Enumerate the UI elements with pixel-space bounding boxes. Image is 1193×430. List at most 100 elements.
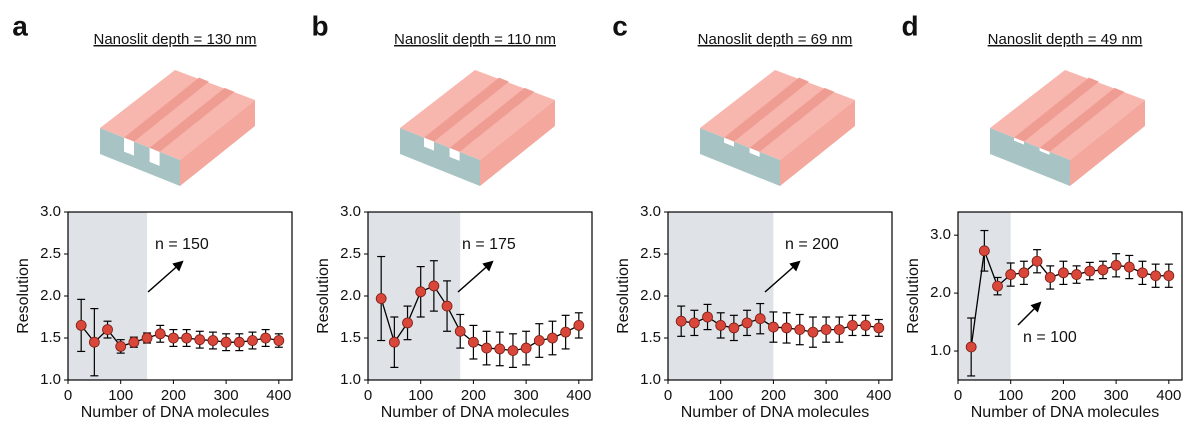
panel-letter: a: [12, 10, 28, 41]
annotation-arrow: [1017, 301, 1042, 326]
panel-title: Nanoslit depth = 110 nm: [394, 31, 556, 48]
y-tick-label: 2.0: [930, 284, 951, 301]
data-point: [1137, 267, 1148, 279]
slab-front: [400, 128, 480, 186]
y-tick-label: 3.0: [40, 203, 61, 220]
data-point: [233, 336, 245, 348]
x-tick-label: 100: [998, 387, 1023, 404]
y-axis-label: Resolution: [905, 258, 922, 334]
series-line: [681, 316, 879, 333]
data-point: [1123, 261, 1135, 273]
panel-letter: c: [612, 10, 628, 41]
y-axis-label: Resolution: [15, 258, 32, 334]
y-tick-label: 3.0: [640, 203, 661, 220]
panel: c Nanoslit depth = 69 nm 1.0 1.5 2.0 2.5 3.0 0 1…: [612, 10, 893, 421]
data-point: [560, 326, 572, 338]
data-point: [260, 332, 272, 344]
data-point: [141, 332, 153, 344]
panel-title: Nanoslit depth = 69 nm: [698, 31, 853, 48]
data-point: [715, 319, 727, 331]
x-tick-label: 200: [461, 387, 486, 404]
annotation-arrow: [457, 260, 494, 293]
shaded-region: [68, 212, 148, 380]
groove: [724, 77, 809, 142]
data-point: [154, 328, 166, 340]
x-tick-label: 100: [108, 387, 133, 404]
data-point: [507, 345, 519, 357]
data-point: [965, 341, 977, 353]
y-tick-label: 1.0: [930, 342, 951, 359]
x-tick-label: 0: [664, 387, 672, 404]
y-tick-label: 3.0: [930, 226, 951, 243]
data-point: [115, 340, 127, 352]
x-tick-label: 400: [566, 387, 591, 404]
data-point: [533, 335, 545, 346]
x-tick-label: 400: [266, 387, 291, 404]
data-point: [1110, 259, 1122, 271]
groove: [449, 87, 535, 152]
groove-cut: [1039, 147, 1050, 155]
data-point: [1005, 269, 1017, 280]
groove-cut: [749, 147, 760, 157]
data-point: [1071, 269, 1082, 280]
data-point: [675, 315, 687, 327]
series-line: [380, 285, 580, 352]
panel-letter: b: [311, 10, 328, 41]
data-point: [741, 317, 753, 329]
data-point: [860, 319, 872, 331]
x-tick-label: 200: [1051, 387, 1076, 404]
data-point: [441, 300, 453, 312]
slab-front: [990, 128, 1070, 186]
y-tick-label: 2.0: [340, 287, 361, 304]
x-axis-label: Number of DNA molecules: [81, 404, 270, 421]
y-tick-label: 2.5: [40, 245, 61, 262]
y-tick-label: 2.5: [640, 245, 661, 262]
annotation-arrow: [764, 260, 801, 293]
data-point: [1097, 264, 1109, 276]
plot-frame: [957, 211, 1183, 381]
x-tick-label: 300: [514, 387, 539, 404]
data-point: [820, 324, 832, 336]
series-line: [80, 324, 279, 348]
x-tick-label: 0: [954, 387, 962, 404]
data-point: [494, 343, 506, 355]
panel-title: Nanoslit depth = 49 nm: [988, 31, 1143, 48]
annotation: n = 100: [1023, 329, 1077, 346]
y-tick-label: 3.0: [340, 203, 361, 220]
panel-letter: d: [901, 10, 918, 41]
data-point: [128, 336, 140, 348]
data-point: [402, 317, 413, 329]
data-point: [1163, 270, 1175, 282]
data-point: [1018, 267, 1030, 279]
panel: a Nanoslit depth = 130 nm 1.0 1.5 2.0 2.5 3.0 0…: [12, 10, 293, 421]
data-point: [688, 317, 700, 329]
data-point: [168, 332, 179, 344]
data-point: [207, 335, 219, 346]
data-point: [807, 326, 819, 338]
data-point: [468, 336, 479, 348]
data-point: [88, 336, 100, 348]
data-point: [873, 322, 885, 334]
annotation-arrow: [147, 260, 184, 293]
x-tick-label: 300: [214, 387, 239, 404]
x-axis-label: Number of DNA molecules: [681, 404, 870, 421]
groove-cut: [1014, 137, 1024, 145]
groove-cut: [449, 147, 460, 161]
groove: [424, 77, 509, 142]
y-tick-label: 1.0: [340, 371, 361, 388]
y-tick-label: 2.5: [340, 245, 361, 262]
x-tick-label: 0: [64, 387, 72, 404]
y-tick-label: 1.5: [340, 329, 361, 346]
data-point: [1150, 270, 1162, 282]
x-tick-label: 0: [364, 387, 372, 404]
data-point: [247, 335, 258, 346]
x-tick-label: 100: [708, 387, 733, 404]
x-tick-label: 100: [408, 387, 433, 404]
shaded-region: [668, 212, 774, 380]
data-point: [547, 332, 558, 344]
panel: b Nanoslit depth = 110 nm 1.0 1.5 2.0 2.5 3.0 0…: [311, 10, 593, 421]
data-point: [375, 293, 387, 304]
slab-side: [180, 100, 255, 186]
data-point: [847, 319, 858, 331]
